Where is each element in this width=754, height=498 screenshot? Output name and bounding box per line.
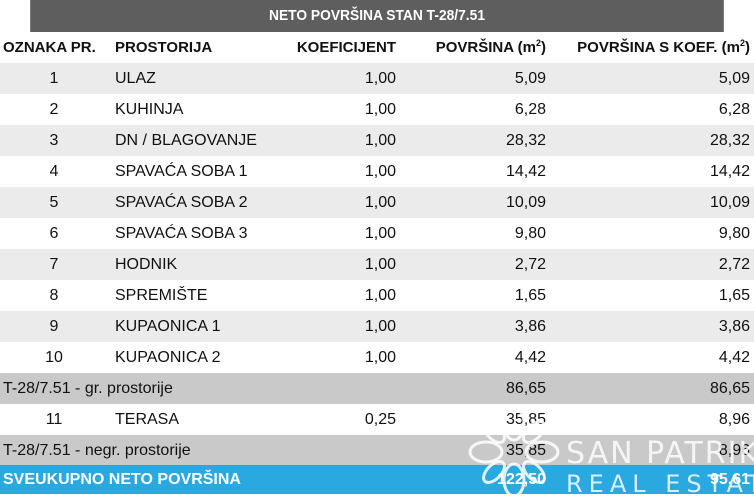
cell-povrsina-koef: 2,72: [718, 256, 750, 273]
watermark-brand-line2: REAL ESTATE: [566, 470, 754, 498]
cell-prostorija: DN / BLAGOVANJE: [115, 132, 257, 149]
cell-povrsina-koef: 14,42: [709, 163, 750, 180]
cell-povrsina: 9,80: [514, 225, 546, 242]
cell-koeficijent: 1,00: [364, 349, 396, 366]
cell-prostorija: HODNIK: [115, 256, 178, 273]
subtotal-row-unheated: T-28/7.51 - negr. prostorije 35,85 8,96: [0, 435, 754, 466]
cell-prostorija: SPAVAĆA SOBA 3: [115, 225, 248, 242]
cell-oznaka: 3: [49, 132, 59, 149]
cell-prostorija: SPAVAĆA SOBA 2: [115, 194, 248, 211]
table-row: 6 SPAVAĆA SOBA 3 1,00 9,80 9,80: [0, 218, 754, 249]
cell-povrsina: 10,09: [505, 194, 546, 211]
subtotal-label: T-28/7.51 - negr. prostorije: [3, 442, 191, 459]
cell-oznaka: 6: [49, 225, 59, 242]
header-koeficijent: KOEFICIJENT: [296, 39, 396, 56]
table-row: 11 TERASA 0,25 35,85 8,96: [0, 404, 754, 435]
cell-povrsina-koef: 3,86: [718, 318, 750, 335]
header-povrsina: POVRŠINA (m2): [435, 38, 546, 57]
table-row: 9 KUPAONICA 1 1,00 3,86 3,86: [0, 311, 754, 342]
subtotal-povrsina-koef: 86,65: [709, 380, 750, 397]
cell-povrsina-koef: 9,80: [718, 225, 750, 242]
table-row: 1 ULAZ 1,00 5,09 5,09: [0, 63, 754, 94]
header-oznaka: OZNAKA PR.: [3, 39, 96, 56]
cell-povrsina-koef: 5,09: [718, 70, 750, 87]
cell-koeficijent: 1,00: [364, 101, 396, 118]
cell-povrsina-koef: 8,96: [718, 411, 750, 428]
cell-povrsina: 4,42: [514, 349, 546, 366]
cell-povrsina-koef: 4,42: [718, 349, 750, 366]
cell-oznaka: 2: [49, 101, 59, 118]
cell-prostorija: ULAZ: [115, 70, 156, 87]
cell-koeficijent: 1,00: [364, 132, 396, 149]
cell-povrsina: 28,32: [505, 132, 546, 149]
cell-prostorija: KUHINJA: [115, 101, 184, 118]
cell-povrsina-koef: 28,32: [709, 132, 750, 149]
table-row: 5 SPAVAĆA SOBA 2 1,00 10,09 10,09: [0, 187, 754, 218]
cell-povrsina-koef: 10,09: [709, 194, 750, 211]
cell-koeficijent: 1,00: [364, 225, 396, 242]
header-prostorija: PROSTORIJA: [115, 39, 213, 56]
cell-prostorija: TERASA: [115, 411, 180, 428]
subtotal-povrsina-koef: 8,96: [718, 442, 750, 459]
cell-povrsina: 14,42: [505, 163, 546, 180]
cell-oznaka: 9: [49, 318, 59, 335]
cell-oznaka: 8: [49, 287, 59, 304]
cell-oznaka: 4: [49, 163, 59, 180]
cell-povrsina-koef: 6,28: [718, 101, 750, 118]
cell-prostorija: KUPAONICA 2: [115, 349, 221, 366]
total-label: SVEUKUPNO NETO POVRŠINA: [3, 471, 241, 488]
cell-koeficijent: 1,00: [364, 287, 396, 304]
total-povrsina-koef: 95,61: [709, 471, 750, 488]
cell-oznaka: 1: [49, 70, 59, 87]
header-povrsina-koef: POVRŠINA S KOEF. (m2): [577, 38, 750, 57]
cell-prostorija: SPAVAĆA SOBA 1: [115, 163, 248, 180]
table-row: 8 SPREMIŠTE 1,00 1,65 1,65: [0, 280, 754, 311]
cell-koeficijent: 0,25: [364, 411, 396, 428]
cell-povrsina: 3,86: [514, 318, 546, 335]
cell-koeficijent: 1,00: [364, 256, 396, 273]
cell-oznaka: 5: [49, 194, 59, 211]
table-row: 10 KUPAONICA 2 1,00 4,42 4,42: [0, 342, 754, 373]
cell-koeficijent: 1,00: [364, 163, 396, 180]
cell-koeficijent: 1,00: [364, 194, 396, 211]
cell-povrsina-koef: 1,65: [718, 287, 750, 304]
table-row: 3 DN / BLAGOVANJE 1,00 28,32 28,32: [0, 125, 754, 156]
watermark-brand-line1: SAN PATRIK: [566, 436, 754, 471]
cell-povrsina: 2,72: [514, 256, 546, 273]
table-header-row: OZNAKA PR. PROSTORIJA KOEFICIJENT POVRŠI…: [0, 32, 754, 63]
table-row: 7 HODNIK 1,00 2,72 2,72: [0, 249, 754, 280]
cell-koeficijent: 1,00: [364, 70, 396, 87]
cell-povrsina: 1,65: [514, 287, 546, 304]
table-row: 2 KUHINJA 1,00 6,28 6,28: [0, 94, 754, 125]
total-povrsina: 122,50: [497, 471, 546, 488]
subtotal-povrsina: 35,85: [505, 442, 546, 459]
cell-oznaka: 11: [45, 411, 63, 428]
cell-prostorija: SPREMIŠTE: [115, 287, 208, 304]
cell-povrsina: 35,85: [505, 411, 546, 428]
table-row: 4 SPAVAĆA SOBA 1 1,00 14,42 14,42: [0, 156, 754, 187]
cell-povrsina: 6,28: [514, 101, 546, 118]
cell-prostorija: KUPAONICA 1: [115, 318, 221, 335]
subtotal-row-heated: T-28/7.51 - gr. prostorije 86,65 86,65: [0, 373, 754, 404]
cell-oznaka: 7: [49, 256, 59, 273]
table-title: NETO POVRŠINA STAN T-28/7.51: [30, 0, 724, 32]
subtotal-label: T-28/7.51 - gr. prostorije: [3, 380, 173, 397]
cell-povrsina: 5,09: [514, 70, 546, 87]
cell-oznaka: 10: [45, 349, 63, 366]
cell-koeficijent: 1,00: [364, 318, 396, 335]
subtotal-povrsina: 86,65: [505, 380, 546, 397]
